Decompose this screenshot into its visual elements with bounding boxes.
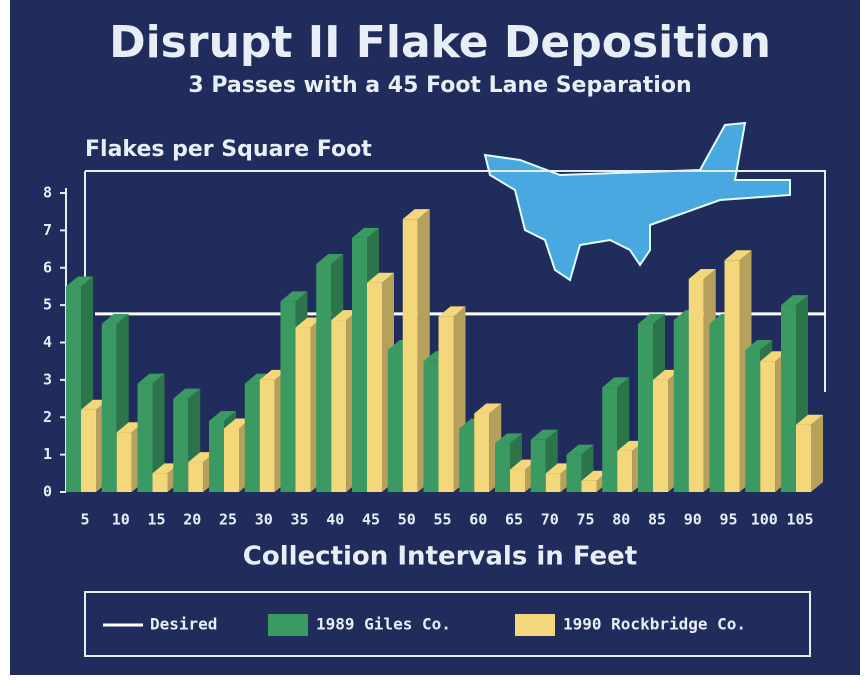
x-tick-label: 45: [362, 511, 380, 529]
x-tick-label: 70: [541, 511, 559, 529]
x-tick-label: 85: [648, 511, 666, 529]
x-tick-label: 40: [326, 511, 344, 529]
chart-subtitle: 3 Passes with a 45 Foot Lane Separation: [188, 73, 691, 98]
x-tick-label: 5: [80, 511, 89, 529]
bar-front: [796, 425, 811, 492]
bar-front: [153, 473, 168, 492]
bar-front: [388, 350, 403, 492]
bar-front: [224, 428, 239, 492]
bar-front: [582, 481, 597, 492]
x-tick-label: 65: [505, 511, 523, 529]
x-tick-label: 90: [684, 511, 702, 529]
bar-front: [424, 361, 439, 492]
legend-label: Desired: [150, 615, 217, 634]
bar-front: [102, 324, 117, 492]
bar-front: [510, 470, 525, 492]
bar-front: [495, 443, 510, 492]
bar-front: [546, 473, 561, 492]
bar-front: [245, 384, 260, 492]
bar-front: [459, 428, 474, 492]
y-tick-label: 0: [43, 483, 52, 501]
legend-swatch: [268, 614, 308, 636]
bar-front: [81, 410, 96, 492]
bar-front: [602, 387, 617, 492]
y-tick-label: 4: [43, 333, 52, 351]
x-tick-label: 35: [290, 511, 308, 529]
y-tick-label: 3: [43, 370, 52, 388]
chart-title: Disrupt II Flake Deposition: [109, 17, 771, 68]
x-axis-label: Collection Intervals in Feet: [243, 542, 637, 572]
x-tick-label: 100: [751, 511, 778, 529]
x-tick-label: 105: [786, 511, 813, 529]
x-tick-label: 30: [255, 511, 273, 529]
y-tick-label: 8: [43, 184, 52, 202]
bar-front: [439, 316, 454, 492]
x-tick-label: 60: [469, 511, 487, 529]
x-tick-label: 50: [398, 511, 416, 529]
bar-front: [710, 324, 725, 492]
bar-front: [653, 380, 668, 492]
legend-label: 1990 Rockbridge Co.: [563, 615, 746, 634]
bar-front: [296, 328, 311, 492]
x-tick-label: 55: [433, 511, 451, 529]
bar-front: [725, 260, 740, 492]
bar-front: [117, 432, 132, 492]
bar-front: [66, 286, 81, 492]
bar-front: [173, 399, 188, 492]
bar-front: [617, 451, 632, 492]
bar-side: [811, 415, 823, 492]
y-tick-label: 5: [43, 296, 52, 314]
bar-front: [331, 320, 346, 492]
chart: Disrupt II Flake Deposition 3 Passes wit…: [0, 0, 865, 681]
bar-front: [209, 421, 224, 492]
bar-front: [316, 264, 331, 492]
legend-label: 1989 Giles Co.: [316, 615, 451, 634]
x-tick-label: 20: [183, 511, 201, 529]
x-tick-label: 95: [719, 511, 737, 529]
bar-front: [260, 380, 275, 492]
y-tick-label: 6: [43, 258, 52, 276]
bar-front: [689, 279, 704, 492]
bar-front: [531, 440, 546, 492]
y-axis-label: Flakes per Square Foot: [85, 137, 372, 162]
y-tick-label: 2: [43, 408, 52, 426]
x-tick-label: 80: [612, 511, 630, 529]
bar-front: [474, 414, 489, 492]
y-tick-label: 7: [43, 221, 52, 239]
bar-front: [367, 283, 382, 492]
bar-front: [760, 361, 775, 492]
bar-front: [281, 301, 296, 492]
x-tick-label: 10: [112, 511, 130, 529]
x-tick-label: 25: [219, 511, 237, 529]
bar-front: [674, 320, 689, 492]
bar-front: [352, 238, 367, 492]
y-tick-label: 1: [43, 445, 52, 463]
bar: [796, 415, 823, 492]
x-tick-label: 75: [576, 511, 594, 529]
bar-front: [745, 350, 760, 492]
bar-front: [138, 384, 153, 492]
bar-front: [188, 462, 203, 492]
x-tick-label: 15: [147, 511, 165, 529]
legend-swatch: [515, 614, 555, 636]
bar-front: [638, 324, 653, 492]
bar-front: [403, 219, 418, 492]
bar-front: [567, 455, 582, 492]
bar-front: [781, 305, 796, 492]
